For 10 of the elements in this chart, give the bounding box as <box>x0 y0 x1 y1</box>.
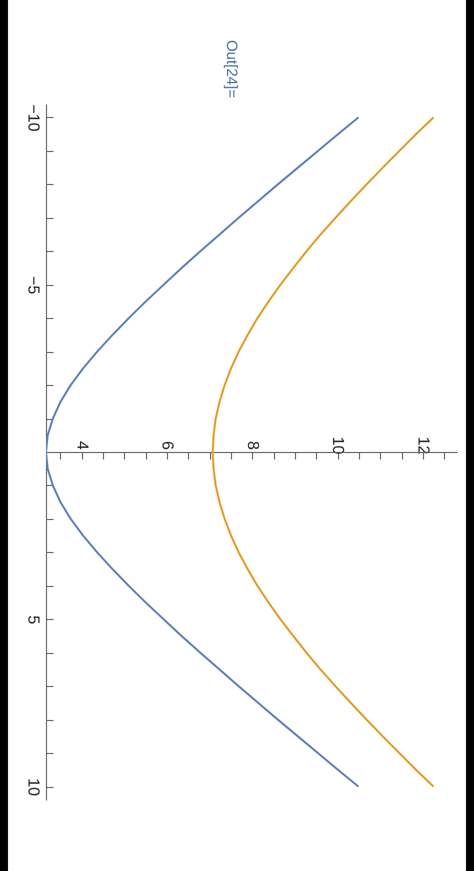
line-series <box>46 116 360 788</box>
line-series <box>212 116 435 788</box>
x-tick-label: 8 <box>244 441 261 450</box>
x-tick-label: 6 <box>158 441 176 450</box>
y-tick-label: 5 <box>24 615 42 624</box>
y-tick-label: 10 <box>24 778 42 796</box>
x-tick-label: 4 <box>73 441 90 450</box>
text: Out[24]= <box>223 40 240 98</box>
y-tick-label: −10 <box>24 104 42 132</box>
y-tick-label: −5 <box>24 276 42 294</box>
